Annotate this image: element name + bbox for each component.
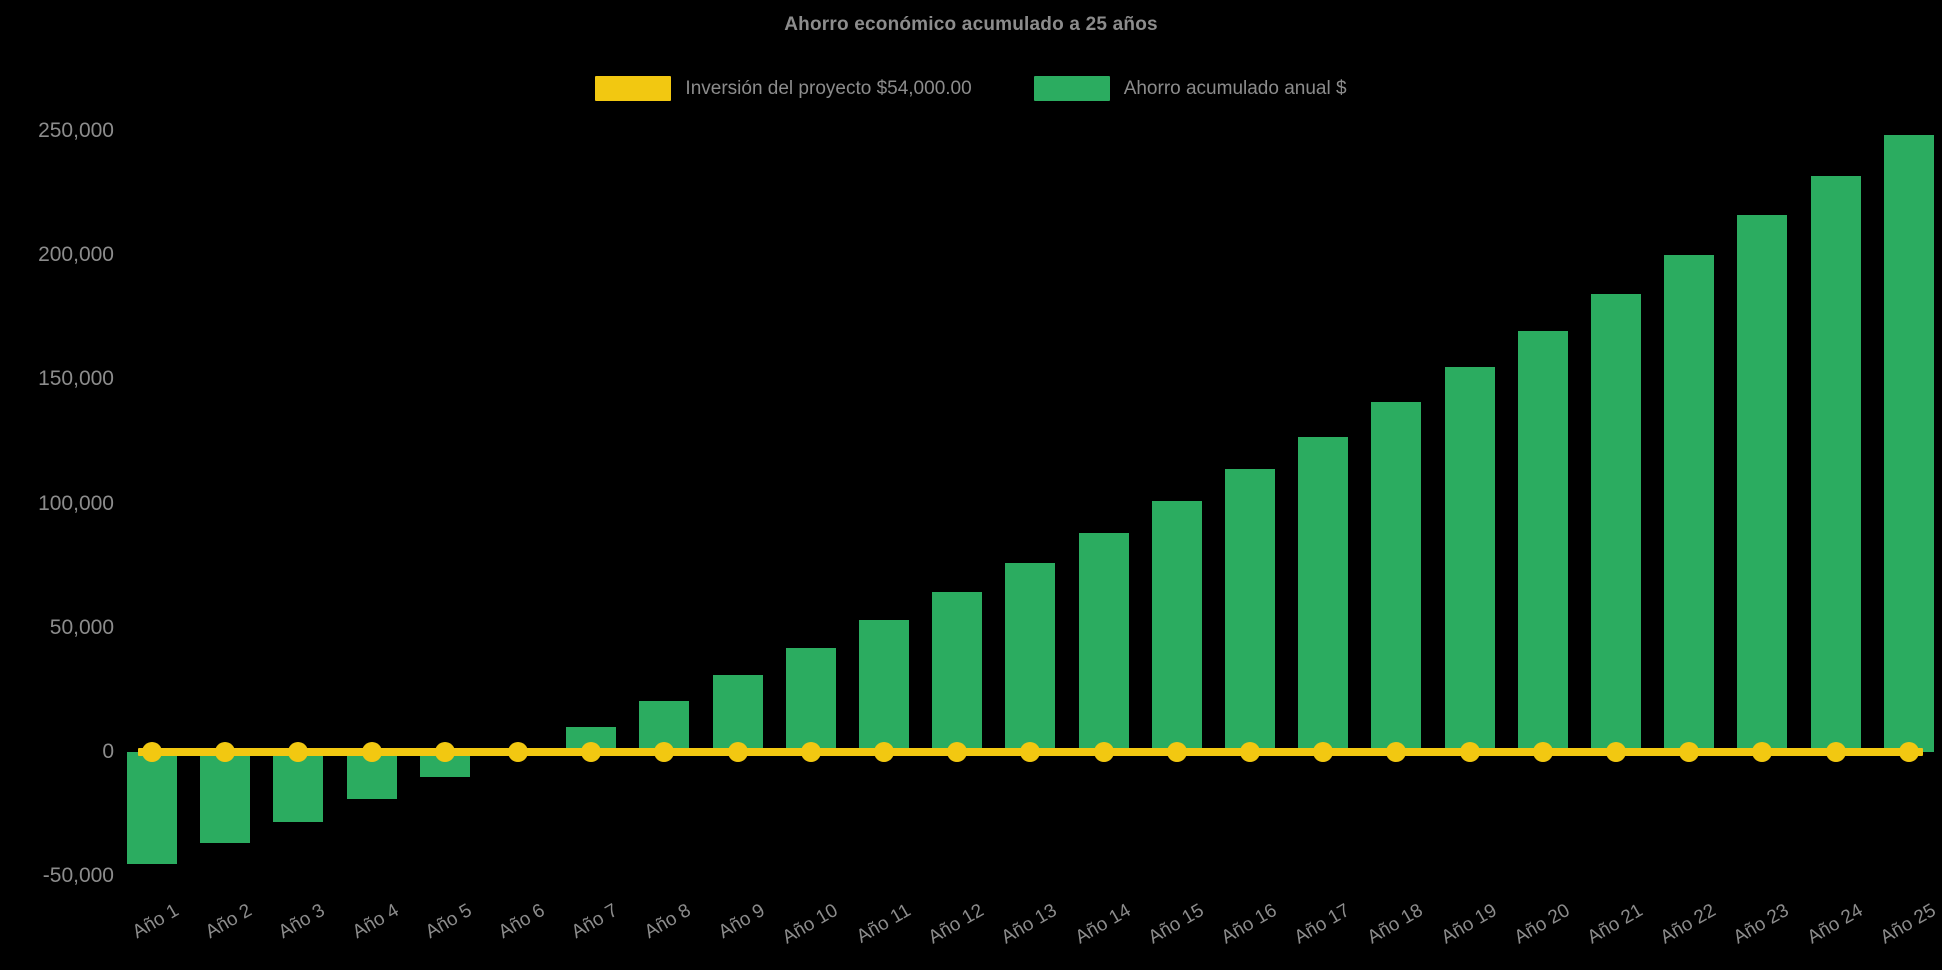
chart-legend: Inversión del proyecto $54,000.00 Ahorro … — [0, 76, 1942, 101]
investment-line-marker[interactable] — [215, 742, 236, 762]
bar[interactable] — [127, 752, 177, 864]
investment-line-marker[interactable] — [947, 742, 968, 762]
investment-line-marker[interactable] — [1240, 742, 1260, 762]
legend-item[interactable]: Ahorro acumulado anual $ — [1033, 76, 1347, 101]
y-axis-tick-label: 100,000 — [38, 491, 114, 515]
bar[interactable] — [1664, 255, 1715, 752]
investment-line-marker[interactable] — [1386, 742, 1407, 762]
bar[interactable] — [1883, 134, 1934, 752]
investment-line-marker[interactable] — [1313, 742, 1334, 762]
legend-swatch-investment — [595, 76, 672, 101]
bar[interactable] — [1591, 293, 1641, 752]
investment-line-marker[interactable] — [874, 742, 894, 762]
bar[interactable] — [1737, 215, 1788, 752]
y-axis-tick-label: -50,000 — [42, 864, 114, 888]
y-axis-tick-label: 250,000 — [38, 119, 114, 142]
bar[interactable] — [859, 620, 909, 752]
bar[interactable] — [1444, 366, 1495, 752]
y-axis-tick-label: 50,000 — [49, 615, 114, 639]
investment-line-marker[interactable] — [1166, 742, 1187, 762]
investment-line-marker[interactable] — [361, 742, 382, 762]
investment-line-marker[interactable] — [434, 742, 455, 762]
investment-line-marker[interactable] — [1752, 742, 1773, 762]
investment-line-marker[interactable] — [1679, 742, 1700, 762]
investment-line-marker[interactable] — [508, 742, 528, 762]
bar[interactable] — [1151, 501, 1202, 752]
investment-line-marker[interactable] — [1093, 742, 1114, 762]
bar[interactable] — [200, 752, 251, 843]
investment-line-marker[interactable] — [1459, 742, 1480, 762]
y-axis-tick-label: 150,000 — [38, 367, 114, 391]
y-axis-tick-label: 200,000 — [38, 243, 114, 267]
bar[interactable] — [1298, 436, 1349, 752]
bar[interactable] — [273, 752, 324, 822]
chart-title: Ahorro económico acumulado a 25 años — [784, 14, 1158, 35]
bar[interactable] — [712, 674, 763, 752]
bar[interactable] — [932, 591, 983, 752]
bar[interactable] — [785, 647, 836, 752]
investment-line-marker[interactable] — [1606, 742, 1626, 762]
y-axis-tick-label: 0 — [102, 740, 114, 763]
investment-line-marker[interactable] — [1532, 742, 1553, 762]
bar[interactable] — [1810, 175, 1861, 752]
legend-label: Ahorro acumulado anual $ — [1123, 78, 1347, 99]
legend-label: Inversión del proyecto $54,000.00 — [685, 78, 972, 99]
bar[interactable] — [1371, 401, 1422, 752]
legend-item[interactable]: Inversión del proyecto $54,000.00 — [595, 76, 972, 101]
bar[interactable] — [1225, 468, 1275, 752]
investment-line-marker[interactable] — [142, 742, 162, 762]
investment-line-marker[interactable] — [1825, 742, 1846, 762]
investment-line-marker[interactable] — [581, 742, 602, 762]
bar[interactable] — [1078, 533, 1129, 752]
investment-line-marker[interactable] — [288, 742, 309, 762]
investment-line-marker[interactable] — [654, 742, 675, 762]
bar[interactable] — [1517, 330, 1568, 752]
legend-swatch-savings — [1033, 76, 1110, 101]
investment-line-marker[interactable] — [800, 742, 821, 762]
investment-line-marker[interactable] — [727, 742, 748, 762]
bar[interactable] — [1005, 563, 1056, 752]
investment-line-marker[interactable] — [1020, 742, 1041, 762]
investment-line-marker[interactable] — [1898, 742, 1919, 762]
